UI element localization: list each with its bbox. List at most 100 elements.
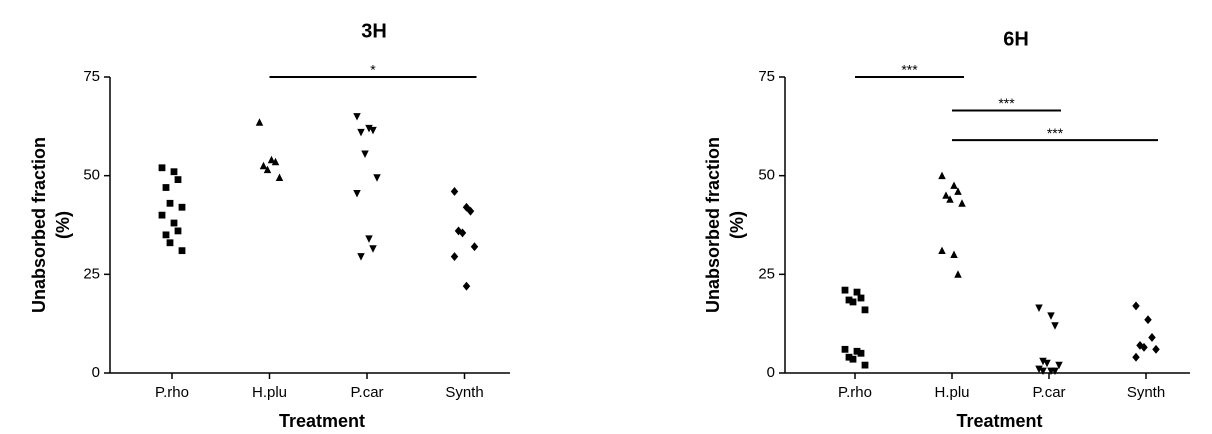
y-axis-label: Unabsorbed fraction (29, 137, 49, 313)
y-tick-label: 50 (758, 167, 775, 184)
data-point (950, 250, 958, 258)
x-axis-label: Treatment (279, 411, 365, 431)
data-point (462, 281, 471, 291)
data-point (275, 173, 284, 182)
data-point (1132, 352, 1140, 362)
data-point (938, 246, 946, 255)
data-point (950, 181, 958, 189)
data-point (958, 199, 966, 207)
significance-label: *** (998, 95, 1015, 111)
data-point (454, 226, 463, 236)
data-point (271, 157, 280, 166)
data-point (353, 190, 361, 198)
data-point (466, 206, 475, 216)
data-point (174, 227, 182, 235)
data-point (158, 164, 166, 172)
data-point (861, 306, 869, 314)
data-point (1144, 315, 1152, 325)
data-point (1055, 361, 1063, 370)
data-point (1136, 340, 1144, 350)
x-tick-label: P.car (1032, 384, 1065, 401)
significance-label: *** (1047, 125, 1064, 141)
data-point (841, 286, 849, 294)
data-point (942, 191, 950, 199)
chart-title: 3H (361, 20, 387, 42)
x-tick-label: P.rho (838, 384, 872, 401)
data-point (255, 118, 264, 126)
data-point (170, 219, 178, 227)
data-point (853, 288, 861, 296)
data-point (462, 202, 471, 212)
y-axis-label: Unabsorbed fraction (703, 137, 723, 313)
data-point (166, 199, 174, 207)
data-point (849, 298, 857, 306)
data-point (361, 150, 369, 159)
data-point (166, 239, 174, 247)
data-point (162, 184, 170, 191)
x-tick-label: P.car (350, 384, 383, 401)
data-point (1035, 304, 1043, 312)
significance-label: * (370, 62, 376, 78)
data-point (954, 270, 962, 278)
data-point (1051, 367, 1059, 376)
data-point (178, 203, 186, 211)
x-tick-label: H.plu (252, 384, 287, 401)
data-point (1035, 365, 1043, 374)
data-point (373, 174, 381, 182)
data-point (1132, 301, 1140, 311)
data-point (938, 171, 946, 180)
data-point (353, 113, 361, 121)
data-point (178, 247, 186, 255)
y-tick-label: 75 (83, 68, 100, 85)
data-point (162, 231, 170, 239)
data-point (1148, 333, 1156, 342)
y-axis-label: (%) (727, 211, 747, 239)
data-point (1039, 367, 1047, 376)
x-axis-label: Treatment (956, 411, 1042, 431)
data-point (470, 242, 479, 252)
data-point (369, 126, 377, 135)
data-point (1152, 344, 1160, 354)
data-point (263, 165, 272, 174)
chart-title: 6H (1003, 28, 1029, 50)
y-tick-label: 75 (758, 68, 775, 85)
data-point (946, 195, 954, 203)
x-tick-label: H.plu (934, 384, 969, 401)
x-tick-label: Synth (1127, 384, 1165, 401)
data-point (267, 155, 276, 164)
y-tick-label: 0 (92, 364, 100, 381)
data-point (849, 355, 857, 363)
data-point (458, 228, 467, 238)
y-axis-label: (%) (53, 211, 73, 239)
data-point (170, 168, 178, 176)
x-tick-label: P.rho (155, 384, 189, 401)
y-tick-label: 25 (83, 265, 100, 282)
data-point (174, 176, 182, 184)
data-point (365, 235, 373, 243)
data-point (1047, 312, 1055, 320)
data-point (450, 252, 459, 261)
data-point (857, 349, 865, 357)
y-tick-label: 25 (758, 265, 775, 282)
data-point (841, 345, 849, 353)
x-tick-label: Synth (445, 384, 483, 401)
y-tick-label: 0 (767, 364, 775, 381)
data-point (357, 253, 365, 261)
data-point (357, 128, 365, 137)
data-point (450, 187, 459, 196)
data-point (861, 361, 869, 369)
data-point (1043, 359, 1051, 368)
data-point (1140, 342, 1148, 352)
data-point (365, 124, 373, 133)
data-point (1051, 322, 1059, 330)
data-point (369, 245, 377, 253)
data-point (857, 294, 865, 302)
data-point (158, 211, 166, 219)
significance-label: *** (901, 62, 918, 78)
y-tick-label: 50 (83, 167, 100, 184)
data-point (259, 161, 268, 170)
data-point (954, 187, 962, 195)
data-point (1039, 357, 1047, 366)
